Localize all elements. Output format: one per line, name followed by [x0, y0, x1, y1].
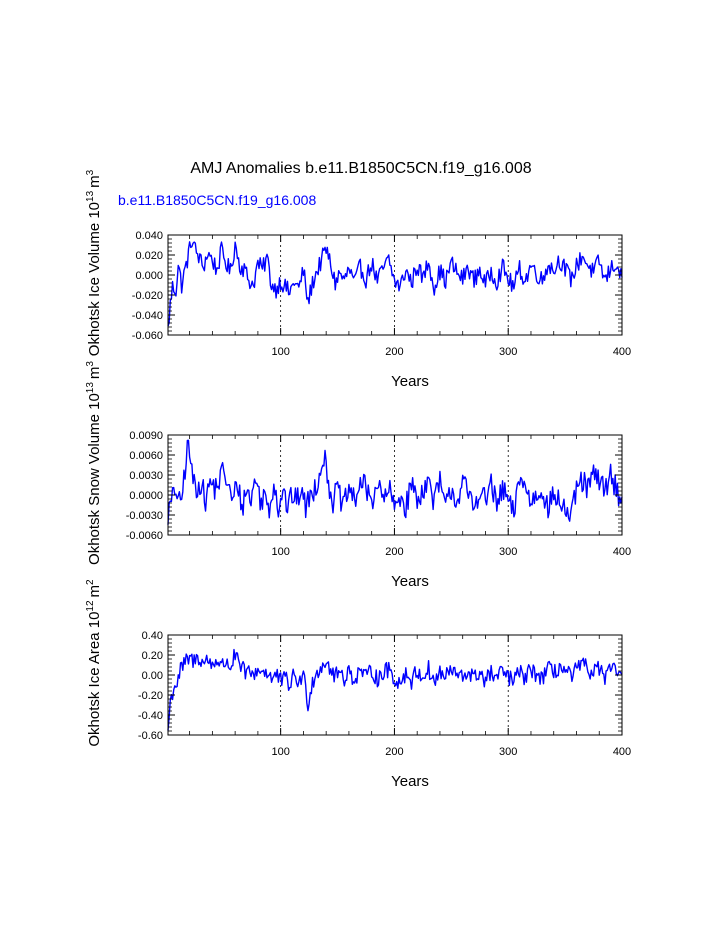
y-axis-title-part: 12: [85, 600, 96, 612]
series-line-ice-area: [167, 648, 623, 731]
series-line-ice-volume: [167, 241, 623, 327]
y-axis-title-part: Okhotsk Ice Volume 10: [86, 202, 103, 356]
y-axis-title-part: 13: [85, 382, 96, 394]
y-tick-label: 0.0000: [129, 490, 163, 502]
y-axis-title: Okhotsk Snow Volume 1013 m3: [85, 361, 103, 565]
y-axis-title-part: Okhotsk Snow Volume 10: [86, 393, 103, 565]
y-tick-label: -0.0060: [126, 530, 163, 542]
x-tick-label: 300: [499, 546, 517, 558]
x-tick-label: 100: [271, 346, 289, 358]
x-tick-label: 300: [499, 346, 517, 358]
y-tick-label: 0.0030: [129, 470, 163, 482]
chart-panel-ice-volume: -0.060 -0.040 -0.020 0.000 0.020 0.040 100 200 3…: [85, 169, 631, 390]
y-axis-title-part: 13: [85, 190, 96, 202]
y-axis-title-part: 3: [85, 169, 96, 175]
y-tick-label: -0.20: [138, 690, 163, 702]
y-tick-label: -0.60: [138, 730, 163, 742]
y-tick-label: 0.020: [135, 250, 163, 262]
y-axis-title-part: 2: [85, 579, 96, 585]
y-tick-label: -0.0030: [126, 510, 163, 522]
x-axis-title: Years: [391, 773, 429, 790]
y-tick-label: 0.0060: [129, 450, 163, 462]
x-tick-label: 200: [385, 546, 403, 558]
y-axis-title-part: m: [86, 585, 103, 598]
subtitle-run-name: b.e11.B1850C5CN.f19_g16.008: [118, 192, 316, 208]
y-tick-label: 0.00: [142, 670, 163, 682]
plot-frame: [167, 434, 623, 536]
plot-frame: [167, 234, 623, 336]
y-axis-title-part: Okhotsk Ice Area 10: [86, 612, 103, 747]
y-tick-label: -0.020: [132, 290, 163, 302]
y-tick-label: 0.40: [142, 630, 163, 642]
chart-panel-snow-volume: -0.0060 -0.0030 0.0000 0.0030 0.0060 0.0090 10…: [85, 361, 631, 590]
y-axis-title-part: m: [86, 367, 103, 380]
chart-panels: -0.060 -0.040 -0.020 0.000 0.020 0.040 100 200 3…: [85, 169, 631, 790]
x-tick-label: 200: [385, 346, 403, 358]
plot-frame: [167, 634, 623, 736]
x-tick-label: 200: [385, 746, 403, 758]
x-axis-title: Years: [391, 573, 429, 590]
chart-panel-ice-area: -0.60 -0.40 -0.20 0.00 0.20 0.40 100 200 300 400 Y…: [85, 579, 631, 790]
y-axis-title: Okhotsk Ice Volume 1013 m3: [85, 169, 103, 356]
x-tick-label: 100: [271, 546, 289, 558]
y-axis-title-part: m: [86, 175, 103, 188]
x-tick-label: 400: [613, 546, 631, 558]
x-tick-label: 100: [271, 746, 289, 758]
y-tick-label: 0.000: [135, 270, 163, 282]
y-tick-label: -0.40: [138, 710, 163, 722]
y-tick-label: 0.040: [135, 230, 163, 242]
x-tick-label: 300: [499, 746, 517, 758]
y-tick-label: -0.060: [132, 330, 163, 342]
y-tick-label: 0.20: [142, 650, 163, 662]
main-title: AMJ Anomalies b.e11.B1850C5CN.f19_g16.00…: [190, 160, 531, 177]
y-axis-title: Okhotsk Ice Area 1012 m2: [85, 579, 103, 747]
y-tick-label: 0.0090: [129, 430, 163, 442]
x-tick-label: 400: [613, 746, 631, 758]
x-axis-title: Years: [391, 373, 429, 390]
y-tick-label: -0.040: [132, 310, 163, 322]
x-tick-label: 400: [613, 346, 631, 358]
series-line-snow-volume: [167, 439, 623, 525]
y-axis-title-part: 3: [85, 361, 96, 367]
